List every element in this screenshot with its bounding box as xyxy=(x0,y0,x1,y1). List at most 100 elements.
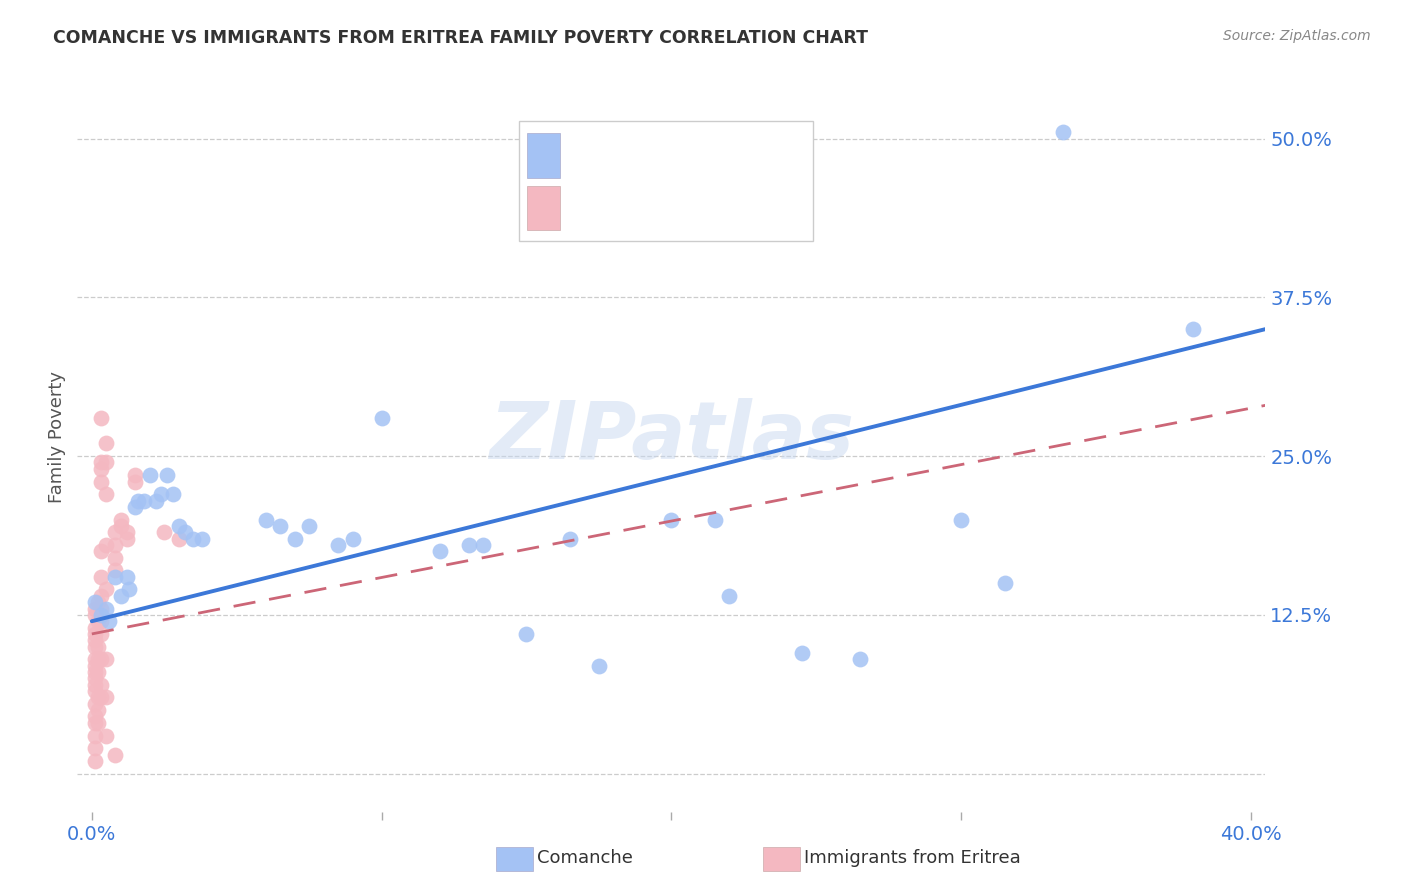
Text: COMANCHE VS IMMIGRANTS FROM ERITREA FAMILY POVERTY CORRELATION CHART: COMANCHE VS IMMIGRANTS FROM ERITREA FAMI… xyxy=(53,29,869,46)
Point xyxy=(86,715,108,730)
Point xyxy=(89,411,111,425)
Point xyxy=(86,665,108,679)
Point xyxy=(370,411,392,425)
Point xyxy=(298,519,321,533)
Point xyxy=(83,678,105,692)
Point xyxy=(173,525,195,540)
Point xyxy=(89,614,111,628)
Point xyxy=(115,525,138,540)
Point xyxy=(83,658,105,673)
Point xyxy=(167,519,190,533)
Point xyxy=(790,646,813,660)
Point xyxy=(86,640,108,654)
Point xyxy=(703,513,725,527)
Text: Comanche: Comanche xyxy=(537,849,633,867)
Point xyxy=(83,665,105,679)
Point xyxy=(83,709,105,723)
Point xyxy=(457,538,479,552)
Point xyxy=(124,475,146,489)
Text: N =: N = xyxy=(699,195,742,214)
Text: R =: R = xyxy=(574,195,616,214)
Point xyxy=(104,538,127,552)
Point xyxy=(96,487,118,501)
Point xyxy=(89,601,111,615)
Point xyxy=(1052,125,1074,139)
Point xyxy=(127,493,149,508)
Point xyxy=(96,538,118,552)
Point xyxy=(167,532,190,546)
Point xyxy=(89,607,111,622)
Point xyxy=(83,754,105,768)
Text: 0.174: 0.174 xyxy=(628,195,689,214)
Point xyxy=(86,595,108,609)
Point xyxy=(115,570,138,584)
Point xyxy=(110,589,132,603)
Text: Source: ZipAtlas.com: Source: ZipAtlas.com xyxy=(1223,29,1371,43)
Point xyxy=(86,652,108,666)
Point xyxy=(83,652,105,666)
Point xyxy=(150,487,173,501)
Point xyxy=(83,621,105,635)
Point xyxy=(86,614,108,628)
Point xyxy=(89,544,111,558)
Point xyxy=(89,690,111,705)
Point xyxy=(98,614,121,628)
Point xyxy=(588,658,610,673)
Point xyxy=(83,595,105,609)
Point xyxy=(1181,322,1204,336)
Point xyxy=(115,532,138,546)
Point xyxy=(89,475,111,489)
Point xyxy=(83,741,105,756)
Point xyxy=(326,538,349,552)
Point xyxy=(104,747,127,762)
Point xyxy=(89,462,111,476)
Text: Immigrants from Eritrea: Immigrants from Eritrea xyxy=(804,849,1021,867)
Point xyxy=(162,487,184,501)
Point xyxy=(124,500,146,514)
Point xyxy=(89,627,111,641)
Point xyxy=(181,532,204,546)
Point xyxy=(661,513,683,527)
Point xyxy=(269,519,291,533)
Point xyxy=(132,493,155,508)
Point xyxy=(104,570,127,584)
Text: ZIPatlas: ZIPatlas xyxy=(489,398,853,476)
Point xyxy=(83,684,105,698)
Text: 28: 28 xyxy=(754,142,780,161)
Point xyxy=(145,493,167,508)
Point xyxy=(89,570,111,584)
Point xyxy=(139,468,162,483)
Point xyxy=(558,532,581,546)
Point xyxy=(124,468,146,483)
Text: 0.506: 0.506 xyxy=(628,142,689,161)
Point xyxy=(83,672,105,686)
Text: N =: N = xyxy=(699,142,742,161)
Point xyxy=(848,652,870,666)
Y-axis label: Family Poverty: Family Poverty xyxy=(48,371,66,503)
Point xyxy=(89,455,111,469)
Point xyxy=(83,627,105,641)
Point xyxy=(86,690,108,705)
Point xyxy=(83,607,105,622)
Point xyxy=(472,538,495,552)
Point xyxy=(110,513,132,527)
Point xyxy=(429,544,451,558)
Point xyxy=(83,697,105,711)
Point xyxy=(83,715,105,730)
Point xyxy=(118,582,141,597)
Point xyxy=(83,729,105,743)
Point xyxy=(110,519,132,533)
Point xyxy=(96,652,118,666)
Point xyxy=(96,690,118,705)
Point xyxy=(254,513,277,527)
Point xyxy=(96,582,118,597)
Text: 61: 61 xyxy=(754,195,780,214)
Point xyxy=(950,513,973,527)
Point xyxy=(718,589,741,603)
Point xyxy=(86,703,108,717)
Point xyxy=(96,601,118,615)
Point xyxy=(96,455,118,469)
Point xyxy=(96,436,118,450)
Point xyxy=(191,532,214,546)
Point xyxy=(96,729,118,743)
